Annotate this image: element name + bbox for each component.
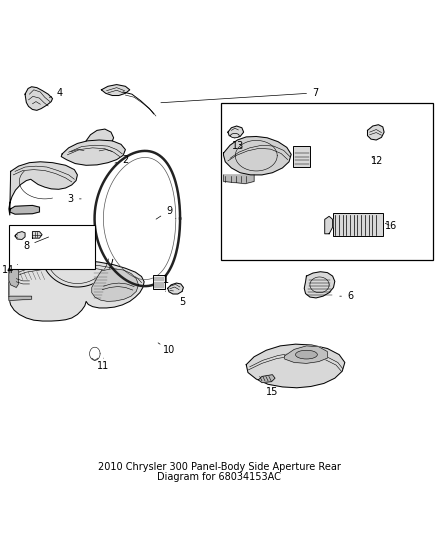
Polygon shape xyxy=(32,232,42,238)
Polygon shape xyxy=(92,269,138,301)
Text: 2: 2 xyxy=(115,155,128,165)
Text: 6: 6 xyxy=(340,291,353,301)
Text: 11: 11 xyxy=(97,358,110,371)
Polygon shape xyxy=(325,216,332,234)
Polygon shape xyxy=(25,87,53,110)
Polygon shape xyxy=(15,232,25,239)
Polygon shape xyxy=(9,268,18,287)
Polygon shape xyxy=(258,375,275,383)
Text: 4: 4 xyxy=(49,88,63,98)
Text: Diagram for 68034153AC: Diagram for 68034153AC xyxy=(157,472,281,482)
Text: 3: 3 xyxy=(68,194,81,204)
Polygon shape xyxy=(168,283,184,294)
Text: 12: 12 xyxy=(371,156,383,166)
Polygon shape xyxy=(61,140,125,165)
Polygon shape xyxy=(285,346,327,364)
Text: 13: 13 xyxy=(232,141,244,151)
Text: 9: 9 xyxy=(156,206,172,219)
Text: 10: 10 xyxy=(158,343,175,356)
Bar xyxy=(293,146,310,167)
Polygon shape xyxy=(223,175,254,183)
Polygon shape xyxy=(86,129,113,141)
Text: 15: 15 xyxy=(266,387,279,397)
Text: 1: 1 xyxy=(162,276,169,292)
Ellipse shape xyxy=(230,133,239,138)
Text: 16: 16 xyxy=(385,221,398,231)
Bar xyxy=(9,225,95,269)
Ellipse shape xyxy=(296,350,318,359)
Bar xyxy=(221,103,433,260)
Bar xyxy=(153,275,165,289)
Polygon shape xyxy=(9,296,32,301)
Polygon shape xyxy=(101,85,130,95)
Polygon shape xyxy=(9,162,78,215)
Polygon shape xyxy=(367,125,384,140)
Text: 14: 14 xyxy=(2,264,18,274)
Polygon shape xyxy=(9,260,144,321)
Text: 7: 7 xyxy=(161,88,318,103)
Polygon shape xyxy=(228,126,244,138)
Polygon shape xyxy=(304,272,335,298)
Polygon shape xyxy=(223,136,291,175)
Text: 5: 5 xyxy=(179,292,185,307)
Polygon shape xyxy=(246,344,345,388)
Text: 8: 8 xyxy=(23,237,49,251)
Bar xyxy=(332,213,383,236)
Text: 2010 Chrysler 300 Panel-Body Side Aperture Rear: 2010 Chrysler 300 Panel-Body Side Apertu… xyxy=(98,462,341,472)
Polygon shape xyxy=(10,205,39,214)
